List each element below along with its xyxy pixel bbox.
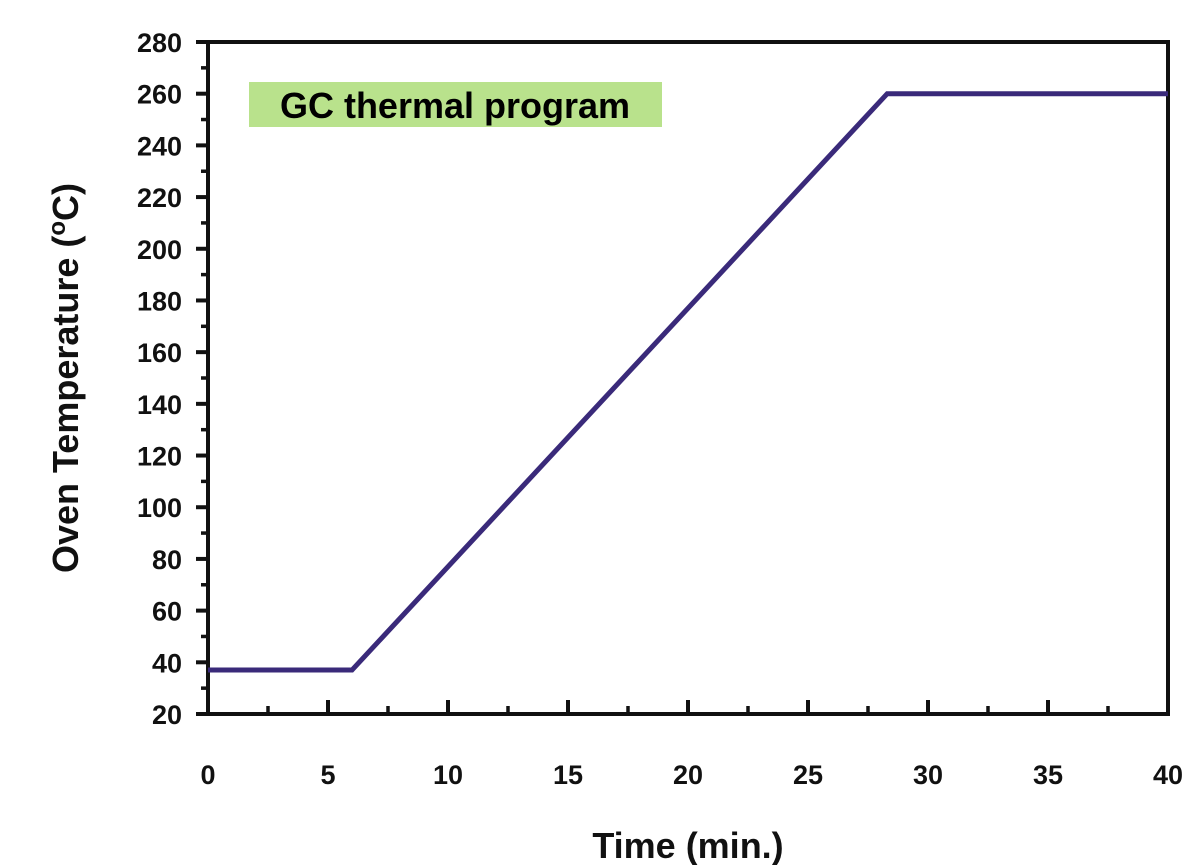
y-tick-label: 220 <box>137 183 182 213</box>
y-tick-label: 240 <box>137 131 182 161</box>
temperature-program-line <box>208 91 1168 673</box>
x-tick-label: 35 <box>1033 760 1063 790</box>
series-group <box>208 91 1168 673</box>
y-tick-label: 100 <box>137 493 182 523</box>
x-axis-title: Time (min.) <box>592 825 783 865</box>
y-tick-label: 160 <box>137 338 182 368</box>
annotation-box <box>249 82 662 127</box>
y-tick-label: 260 <box>137 80 182 110</box>
plot-frame <box>206 40 1170 716</box>
y-tick-label: 200 <box>137 235 182 265</box>
y-tick-label: 20 <box>152 700 182 730</box>
y-tick-label: 40 <box>152 648 182 678</box>
y-axis-title-superscript: o <box>44 221 71 236</box>
y-axis-title-end: C) <box>45 183 86 221</box>
y-tick-label: 180 <box>137 286 182 316</box>
annotation-label: GC thermal program <box>280 85 630 126</box>
y-tick-label: 80 <box>152 545 182 575</box>
x-tick-label: 20 <box>673 760 703 790</box>
x-tick-label: 0 <box>200 760 215 790</box>
x-tick-label: 40 <box>1153 760 1183 790</box>
y-tick-label: 280 <box>137 28 182 58</box>
x-tick-label: 5 <box>320 760 335 790</box>
x-tick-label: 30 <box>913 760 943 790</box>
x-tick-label: 15 <box>553 760 583 790</box>
x-tick-label: 10 <box>433 760 463 790</box>
y-tick-label: 120 <box>137 442 182 472</box>
y-tick-label: 60 <box>152 597 182 627</box>
y-axis-title: Oven Temperature (oC) <box>44 183 86 573</box>
tick-labels: 0 5 10 15 20 25 30 35 40 20 40 60 80 100 120 140 160 180 2… <box>137 28 1183 790</box>
y-tick-label: 140 <box>137 390 182 420</box>
x-tick-label: 25 <box>793 760 823 790</box>
y-axis-title-main: Oven Temperature ( <box>45 236 86 573</box>
